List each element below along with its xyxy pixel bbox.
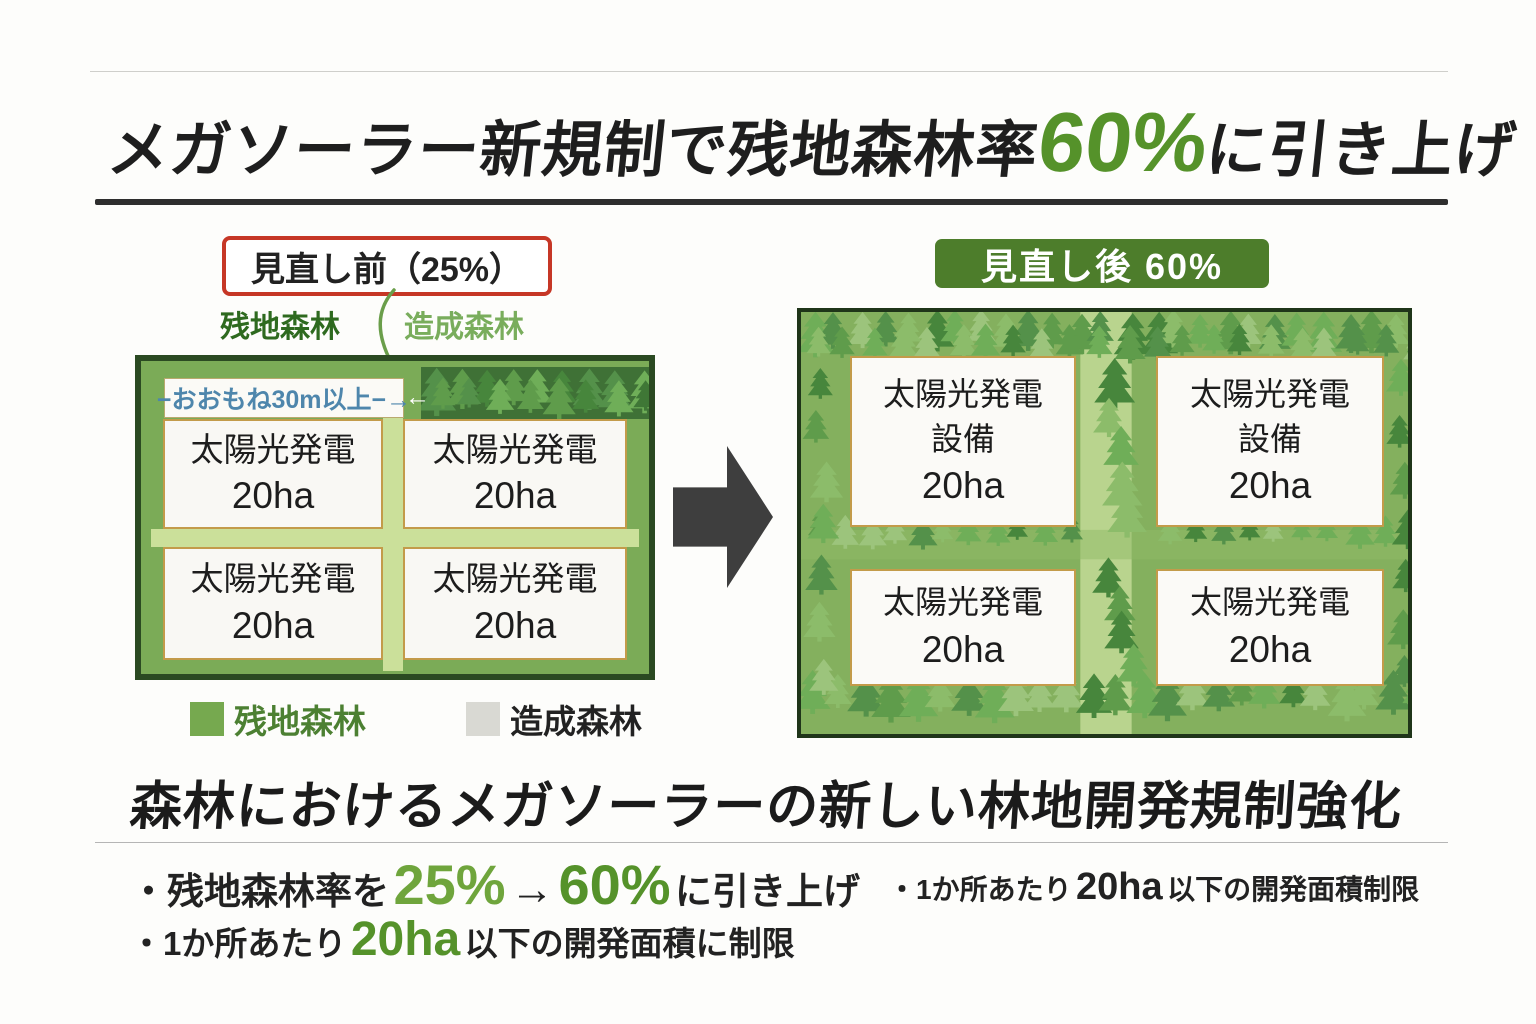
before-diagram: −おおもね30m以上−→ ← 太陽光発電 20ha 太陽光発電 20ha 太陽光… [135,355,655,680]
solar-plot-area: 20ha [231,604,315,646]
setback-arrow-icon: ← [405,383,430,411]
before-revision-badge: 見直し前（25%） [222,236,552,296]
area-limit-value: 20ha [350,913,461,966]
forest-band-illustration [421,367,649,419]
after-diagram: 太陽光発電 設備 20ha 太陽光発電 設備 20ha 太陽光発電 20ha 太… [797,308,1412,738]
solar-plot-before-3: 太陽光発電 20ha [163,547,383,660]
page-title: メガソーラー新規制で残地森林率60%に引き上げ [103,94,1519,198]
solar-plot-sub: 設備 [930,420,995,457]
after-revision-badge: 見直し後 60% [935,239,1269,288]
solar-plot-name: 太陽光発電 [190,560,356,598]
solar-plot-after-2: 太陽光発電 設備 20ha [1156,356,1384,527]
solar-plot-name: 太陽光発電 [1189,375,1350,412]
setback-width-label: −おおもね30m以上−→ [156,386,412,414]
bullet-text: ・残地森林率を [130,871,389,912]
footer-heading: 森林におけるメガソーラーの新しい林地開発規制強化 [128,778,1405,836]
setback-width-strip: −おおもね30m以上−→ [157,378,411,418]
bullet-text: に引き上げ [675,871,860,912]
rate-after-value: 60% [558,853,671,916]
bullet-text: ・1か所あたり [888,874,1072,905]
after-revision-label: 見直し後 60% [980,245,1224,287]
legend-label-created-forest: 造成森林 [510,703,642,740]
solar-plot-area: 20ha [231,475,315,517]
solar-plot-before-2: 太陽光発電 20ha [403,419,627,529]
transition-arrow-icon [673,445,773,589]
title-underline [95,199,1448,205]
arrow-icon: → [510,865,554,914]
solar-plot-area: 20ha [473,604,557,646]
title-suffix: に引き上げ [1202,116,1520,184]
bullet-area-limit: ・1か所あたり 20ha 以下の開発面積に制限 [130,912,795,967]
top-divider [90,71,1448,72]
footer-divider [95,842,1448,843]
solar-plot-area: 20ha [921,465,1005,507]
title-prefix: メガソーラー新規制で残地森林率 [104,116,1042,184]
solar-plot-name: 太陽光発電 [1189,584,1350,621]
bullet-area-limit-short: ・1か所あたり 20ha 以下の開発面積制限 [888,866,1419,909]
legend-swatch-remaining-forest [190,702,224,736]
remaining-forest-lane-horizontal [151,529,639,547]
bullet-text: 以下の開発面積制限 [1167,874,1420,905]
solar-plot-after-4: 太陽光発電 20ha [1156,569,1384,686]
bullet-text: 以下の開発面積に制限 [464,925,795,962]
area-limit-value: 20ha [1076,866,1163,908]
solar-plot-area: 20ha [921,628,1005,670]
solar-plot-sub: 設備 [1237,420,1302,457]
before-revision-label: 見直し前（25%） [250,250,524,289]
solar-plot-area: 20ha [1228,465,1312,507]
solar-plot-area: 20ha [1228,628,1312,670]
solar-plot-after-1: 太陽光発電 設備 20ha [850,356,1076,527]
solar-plot-name: 太陽光発電 [882,584,1043,621]
legend: 残地森林 造成森林 [190,695,642,743]
solar-plot-name: 太陽光発電 [882,375,1043,412]
solar-plot-before-1: 太陽光発電 20ha [163,419,383,529]
bullet-text: ・1か所あたり [130,925,347,962]
legend-label-remaining-forest: 残地森林 [234,703,366,740]
created-forest-label: 造成森林 [404,311,524,344]
forest-band-trees [421,367,649,419]
solar-plot-name: 太陽光発電 [190,430,356,468]
solar-plot-after-3: 太陽光発電 20ha [850,569,1076,686]
solar-plot-before-4: 太陽光発電 20ha [403,547,627,660]
solar-plot-name: 太陽光発電 [432,430,598,468]
remaining-forest-lane-vertical [383,378,403,671]
remaining-forest-label: 残地森林 [220,311,340,344]
title-highlight-percent: 60% [1033,95,1212,189]
legend-swatch-created-forest [466,702,500,736]
solar-plot-name: 太陽光発電 [432,560,598,598]
solar-plot-area: 20ha [473,475,557,517]
rate-before-value: 25% [393,853,506,916]
bullet-retention-rate: ・残地森林率を 25% → 60% に引き上げ [130,852,860,917]
